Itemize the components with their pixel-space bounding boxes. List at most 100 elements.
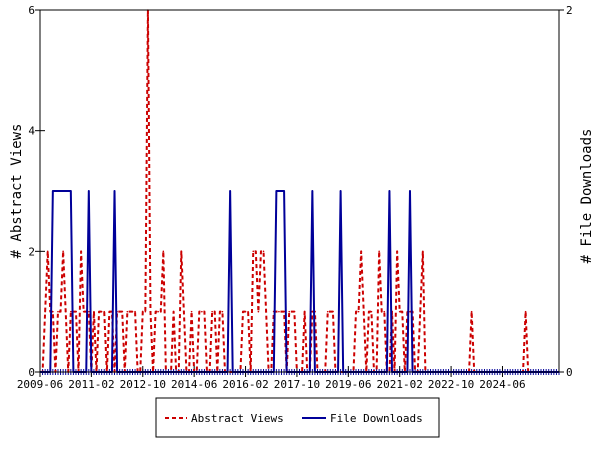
data-point-file-downloads (62, 190, 64, 192)
data-point-abstract-views (303, 310, 306, 313)
y-right-tick-label: 0 (566, 366, 573, 379)
data-point-abstract-views (118, 310, 121, 313)
x-tick-label: 2021-02 (377, 378, 423, 391)
data-point-abstract-views (131, 310, 134, 313)
x-tick-label: 2014-06 (171, 378, 217, 391)
legend-label-file-downloads: File Downloads (330, 412, 423, 425)
data-point-file-downloads (70, 190, 72, 192)
data-point-abstract-views (355, 310, 357, 313)
y-axis-title-left: # Abstract Views (9, 124, 25, 259)
x-tick-label: 2012-10 (120, 378, 166, 391)
data-point-abstract-views (288, 310, 291, 313)
data-point-abstract-views (70, 310, 72, 313)
legend: Abstract Views File Downloads (155, 397, 440, 438)
data-point-abstract-views (422, 250, 424, 253)
data-point-abstract-views (180, 250, 183, 253)
data-point-abstract-views (57, 310, 59, 313)
data-point-abstract-views (360, 250, 362, 253)
data-point-file-downloads (229, 190, 231, 192)
data-point-abstract-views (59, 310, 62, 313)
legend-label-abstract-views: Abstract Views (191, 412, 284, 425)
data-point-abstract-views (82, 310, 85, 313)
y-left-tick-label: 6 (28, 4, 35, 17)
data-point-abstract-views (100, 310, 103, 313)
data-point-file-downloads (57, 190, 59, 192)
data-point-abstract-views (144, 310, 147, 313)
data-point-abstract-views (396, 250, 398, 253)
data-point-abstract-views (290, 310, 293, 313)
data-point-abstract-views (162, 250, 165, 253)
data-point-file-downloads (278, 190, 280, 192)
data-point-abstract-views (93, 310, 95, 313)
data-point-abstract-views (419, 310, 422, 313)
y-left-tick-label: 0 (28, 366, 35, 379)
data-point-abstract-views (293, 310, 296, 313)
data-point-abstract-views (265, 310, 267, 313)
data-point-abstract-views (247, 310, 249, 313)
data-point-abstract-views (275, 310, 278, 313)
data-point-file-downloads (280, 190, 283, 192)
data-point-file-downloads (113, 190, 116, 192)
data-point-abstract-views (383, 310, 386, 313)
data-point-file-downloads (88, 190, 90, 192)
data-point-abstract-views (88, 310, 90, 313)
data-point-abstract-views (203, 310, 206, 313)
data-point-abstract-views (244, 310, 247, 313)
data-point-abstract-views (257, 310, 260, 313)
y-left-tick-label: 2 (28, 245, 35, 258)
data-point-abstract-views (252, 250, 255, 253)
data-point-abstract-views (362, 310, 365, 313)
data-point-file-downloads (339, 190, 342, 192)
data-point-abstract-views (46, 250, 49, 253)
data-point-abstract-views (370, 310, 373, 313)
data-point-abstract-views (278, 310, 280, 313)
y-right-tick-label: 2 (566, 4, 573, 17)
data-point-abstract-views (201, 310, 203, 313)
data-point-abstract-views (260, 250, 262, 253)
y-axis-title-right: # File Downloads (579, 129, 595, 264)
data-point-abstract-views (221, 310, 224, 313)
data-point-file-downloads (64, 190, 67, 192)
data-point-abstract-views (283, 310, 285, 313)
data-point-file-downloads (283, 190, 285, 192)
data-point-abstract-views (98, 310, 100, 313)
data-point-abstract-views (219, 310, 221, 313)
data-point-file-downloads (388, 190, 391, 192)
tick-labels: 2009-06 2011-02 2012-10 2014-06 2016-02 2017-… (17, 4, 573, 391)
legend-box (155, 397, 440, 438)
data-point-abstract-views (368, 310, 370, 313)
data-point-abstract-views (141, 310, 144, 313)
data-point-abstract-views (134, 310, 136, 313)
x-tick-label: 2016-02 (222, 378, 268, 391)
y-left-tick-label: 4 (28, 125, 35, 138)
data-point-abstract-views (52, 310, 54, 313)
data-point-abstract-views (80, 250, 82, 253)
data-point-abstract-views (255, 250, 257, 253)
data-point-file-downloads (409, 190, 411, 192)
data-point-abstract-views (242, 310, 244, 313)
data-point-abstract-views (329, 310, 332, 313)
data-point-abstract-views (172, 310, 175, 313)
data-point-file-downloads (54, 190, 57, 192)
data-point-abstract-views (398, 310, 401, 313)
data-point-file-downloads (52, 190, 54, 192)
x-tick-label: 2022-10 (428, 378, 474, 391)
data-point-abstract-views (44, 310, 46, 313)
data-point-abstract-views (198, 310, 201, 313)
data-point-file-downloads (59, 190, 62, 192)
data-point-abstract-views (326, 310, 329, 313)
data-point-abstract-views (159, 310, 162, 313)
data-point-abstract-views (311, 310, 314, 313)
x-tick-label: 2011-02 (68, 378, 114, 391)
plot-frame (39, 9, 560, 373)
x-tick-label: 2019-06 (325, 378, 371, 391)
data-point-abstract-views (378, 250, 380, 253)
data-point-file-downloads (67, 190, 70, 192)
data-point-abstract-views (524, 310, 527, 313)
data-point-file-downloads (275, 190, 278, 192)
data-point-abstract-views (409, 310, 411, 313)
data-point-abstract-views (108, 310, 111, 313)
data-point-abstract-views (332, 310, 334, 313)
data-point-abstract-views (154, 310, 157, 313)
